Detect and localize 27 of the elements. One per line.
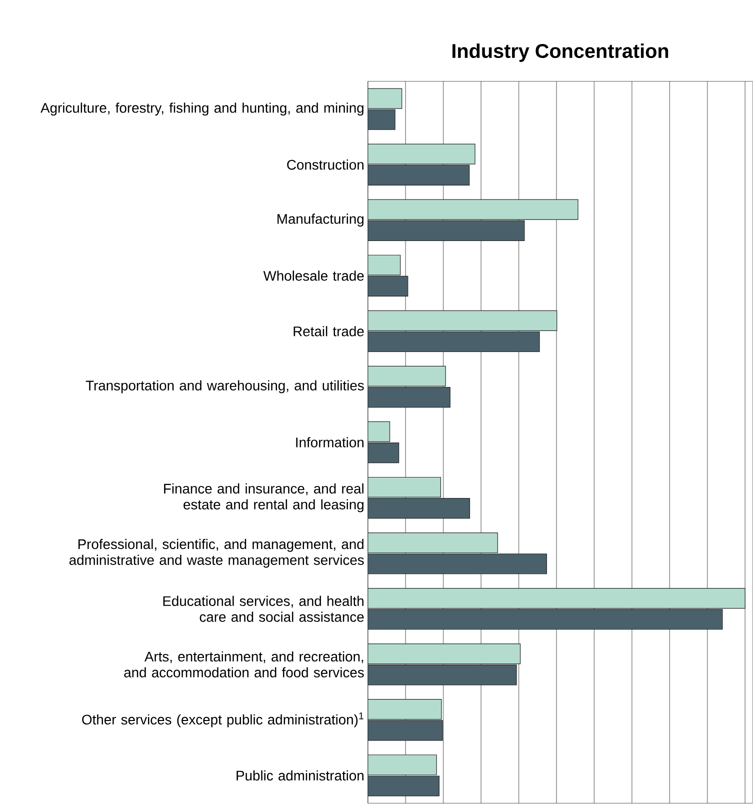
bar [368, 554, 548, 574]
bar [368, 109, 396, 130]
y-tick-label: Retail trade [294, 326, 364, 336]
bar [368, 442, 400, 464]
y-tick-label: Public administration [236, 770, 364, 781]
chart-title: Industry Concentration [452, 43, 668, 62]
y-tick-label: Wholesale trade [263, 270, 364, 281]
bar [368, 720, 443, 741]
y-tick-label: Transportation and warehousing, and utilities [86, 380, 364, 394]
bar [368, 609, 723, 630]
y-tick-label: Construction [287, 160, 364, 170]
bar [368, 776, 440, 796]
y-tick-label: Arts, entertainment, and recreation, and accommodation and food services [124, 651, 364, 678]
bar [368, 276, 408, 297]
y-tick-label: Educational services, and health care and social assistance [163, 596, 364, 622]
bar [368, 220, 525, 241]
y-tick-label: Finance and insurance, and real estate and rental and leasing [164, 483, 364, 512]
bar [368, 164, 470, 186]
bar [368, 331, 540, 352]
bar [368, 498, 470, 519]
y-tick-label: Agriculture, forestry, fishing and hunting, and mining [40, 102, 364, 116]
bar [368, 386, 451, 408]
y-tick-label: Other services (except public administration)$^{1}$ [82, 712, 364, 728]
bar [368, 664, 517, 686]
y-tick-label: Professional, scientific, and management, and administrative and waste management services [70, 538, 364, 568]
y-tick-label: Manufacturing [278, 214, 364, 227]
y-tick-label: Information [296, 437, 364, 448]
